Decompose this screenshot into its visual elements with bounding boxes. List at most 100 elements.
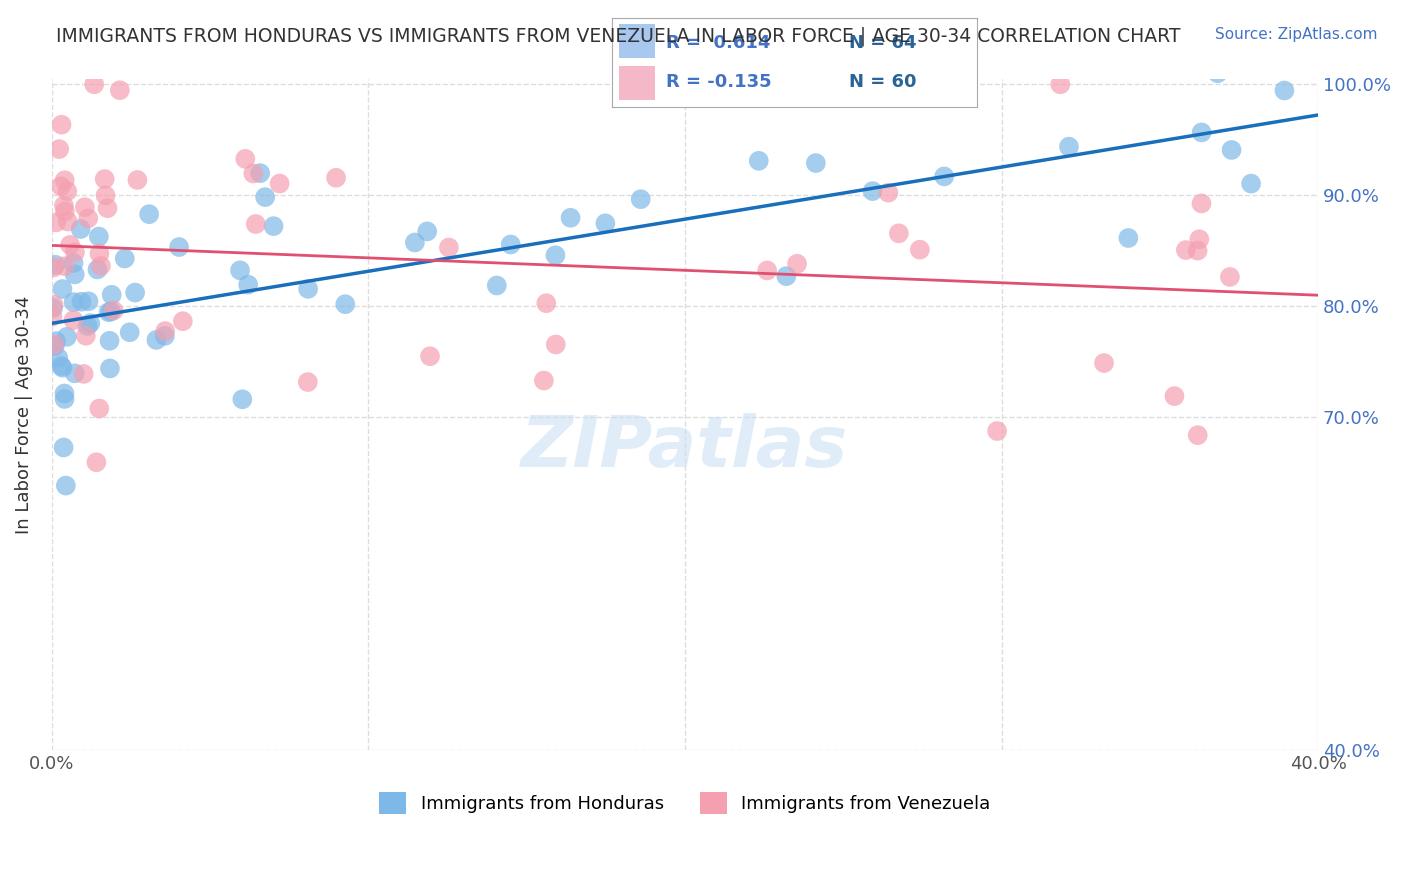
Point	[124, 285, 146, 300]
Point	[51, 118, 73, 132]
Text: IMMIGRANTS FROM HONDURAS VS IMMIGRANTS FROM VENEZUELA IN LABOR FORCE | AGE 30-34: IMMIGRANTS FROM HONDURAS VS IMMIGRANTS F…	[56, 27, 1181, 46]
Point	[560, 211, 582, 225]
Point	[544, 337, 567, 351]
Point	[1191, 196, 1213, 211]
Point	[233, 152, 256, 166]
Point	[127, 173, 149, 187]
Point	[87, 229, 110, 244]
Point	[877, 186, 900, 200]
Point	[62, 313, 84, 327]
Point	[63, 367, 86, 381]
Point	[138, 207, 160, 221]
Point	[69, 222, 91, 236]
Point	[533, 374, 555, 388]
Point	[269, 177, 291, 191]
Point	[404, 235, 426, 250]
Point	[79, 316, 101, 330]
Point	[254, 190, 277, 204]
Point	[485, 278, 508, 293]
Point	[46, 351, 69, 365]
Point	[44, 339, 66, 353]
Point	[536, 296, 558, 310]
Point	[775, 269, 797, 284]
Point	[297, 282, 319, 296]
Bar	[619, 24, 655, 58]
Point	[1092, 356, 1115, 370]
Point	[53, 259, 76, 273]
Point	[42, 298, 65, 312]
Point	[51, 282, 73, 296]
Point	[100, 304, 122, 318]
Point	[45, 258, 67, 272]
Point	[89, 401, 111, 416]
Point	[630, 192, 652, 206]
Point	[53, 173, 76, 187]
Point	[229, 263, 252, 277]
Point	[59, 238, 82, 252]
Point	[335, 297, 357, 311]
Point	[49, 179, 72, 194]
Point	[172, 314, 194, 328]
Point	[70, 294, 93, 309]
Point	[108, 83, 131, 97]
Point	[89, 246, 111, 260]
Point	[100, 288, 122, 302]
Point	[55, 478, 77, 492]
Point	[1057, 139, 1080, 153]
Point	[103, 303, 125, 318]
Point	[42, 301, 65, 315]
Point	[986, 424, 1008, 438]
Point	[73, 200, 96, 214]
Point	[53, 204, 76, 219]
Point	[53, 392, 76, 406]
Point	[48, 142, 70, 156]
Point	[908, 243, 931, 257]
Point	[83, 78, 105, 92]
Point	[45, 334, 67, 348]
Bar	[619, 66, 655, 100]
Point	[934, 169, 956, 184]
Point	[73, 367, 96, 381]
Point	[52, 441, 75, 455]
Point	[1163, 389, 1185, 403]
Point	[118, 326, 141, 340]
Point	[97, 305, 120, 319]
Point	[77, 294, 100, 309]
Text: N = 64: N = 64	[849, 34, 917, 52]
Text: Source: ZipAtlas.com: Source: ZipAtlas.com	[1215, 27, 1378, 42]
Point	[231, 392, 253, 407]
Point	[114, 252, 136, 266]
Point	[325, 170, 347, 185]
Point	[297, 375, 319, 389]
Point	[1220, 143, 1243, 157]
Point	[98, 334, 121, 348]
Point	[45, 215, 67, 229]
Point	[862, 184, 884, 198]
Point	[167, 240, 190, 254]
Point	[1187, 428, 1209, 442]
Point	[1206, 66, 1229, 80]
Point	[1191, 125, 1213, 139]
Point	[245, 217, 267, 231]
Point	[41, 310, 63, 324]
Point	[437, 240, 460, 254]
Point	[1188, 232, 1211, 246]
Point	[94, 188, 117, 202]
Point	[249, 166, 271, 180]
Point	[1187, 244, 1209, 258]
Point	[56, 330, 79, 344]
Point	[242, 167, 264, 181]
Point	[53, 386, 76, 401]
Point	[56, 214, 79, 228]
Point	[263, 219, 285, 234]
Point	[90, 259, 112, 273]
Point	[62, 295, 84, 310]
Point	[153, 329, 176, 343]
Point	[804, 156, 827, 170]
Text: R =  0.614: R = 0.614	[666, 34, 770, 52]
Point	[63, 245, 86, 260]
Point	[75, 328, 97, 343]
Point	[42, 260, 65, 275]
Point	[62, 256, 84, 270]
Legend: Immigrants from Honduras, Immigrants from Venezuela: Immigrants from Honduras, Immigrants fro…	[373, 785, 998, 822]
